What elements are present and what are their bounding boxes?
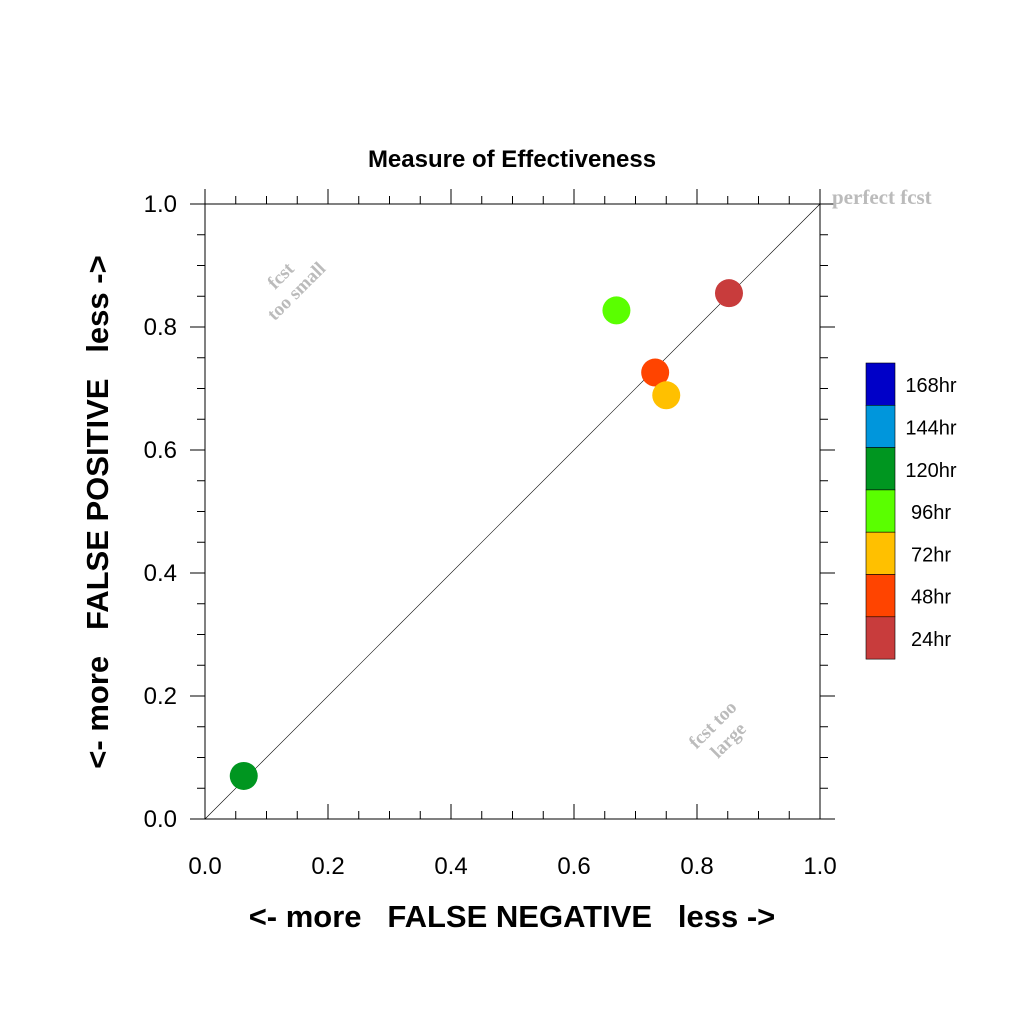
point-72hr <box>652 381 681 410</box>
legend-swatch-48hr <box>865 574 896 618</box>
point-120hr <box>229 761 258 790</box>
legend-label-48hr: 48hr <box>911 587 951 609</box>
point-96hr <box>602 296 631 325</box>
point-48hr <box>641 358 670 387</box>
y-tick-label: 1.0 <box>144 191 177 218</box>
legend-label-168hr: 168hr <box>905 375 956 397</box>
y-tick-label: 0.4 <box>144 560 177 587</box>
x-axis-label: <- more FALSE NEGATIVE less -> <box>249 899 776 934</box>
x-tick-label: 1.0 <box>803 853 836 880</box>
y-tick-label: 0.0 <box>144 806 177 833</box>
legend-swatch-96hr <box>865 489 896 533</box>
x-tick-label: 0.0 <box>188 853 221 880</box>
y-axis-label: <- more FALSE POSITIVE less -> <box>80 255 115 768</box>
point-24hr <box>714 279 743 308</box>
legend-swatch-24hr <box>865 616 896 660</box>
legend-label-96hr: 96hr <box>911 502 951 524</box>
legend-swatch-72hr <box>865 531 896 575</box>
data-points <box>229 279 743 790</box>
axis-ticks <box>190 189 835 820</box>
x-tick-label: 0.6 <box>557 853 590 880</box>
legend-label-144hr: 144hr <box>905 417 956 439</box>
x-tick-label: 0.4 <box>434 853 467 880</box>
legend: 168hr 144hr 120hr 96hr 72hr 48hr 24hr <box>865 362 957 660</box>
legend-swatch-120hr <box>865 447 896 491</box>
y-tick-label: 0.8 <box>144 314 177 341</box>
legend-label-24hr: 24hr <box>911 629 951 651</box>
annotation-perfect-fcst: perfect fcst <box>832 185 932 209</box>
axis-tick-labels: 0.0 0.2 0.4 0.6 0.8 1.0 0.0 0.2 0.4 0.6 0.8 1.0 <box>144 191 837 880</box>
y-tick-label: 0.6 <box>144 437 177 464</box>
x-tick-label: 0.8 <box>680 853 713 880</box>
legend-label-120hr: 120hr <box>905 460 956 482</box>
legend-swatch-144hr <box>865 404 896 448</box>
legend-swatch-168hr <box>865 362 896 406</box>
legend-label-72hr: 72hr <box>911 544 951 566</box>
perfect-diagonal-line <box>204 203 821 820</box>
annotation-fcst-too-small: fcst too small <box>263 258 330 325</box>
chart-title: Measure of Effectiveness <box>368 146 656 173</box>
y-tick-label: 0.2 <box>144 683 177 710</box>
plot-area: 0.0 0.2 0.4 0.6 0.8 1.0 0.0 0.2 0.4 0.6 0.8 1.0 <box>144 189 837 880</box>
x-tick-label: 0.2 <box>311 853 344 880</box>
annotation-fcst-too-large: fcst too large <box>685 697 751 763</box>
